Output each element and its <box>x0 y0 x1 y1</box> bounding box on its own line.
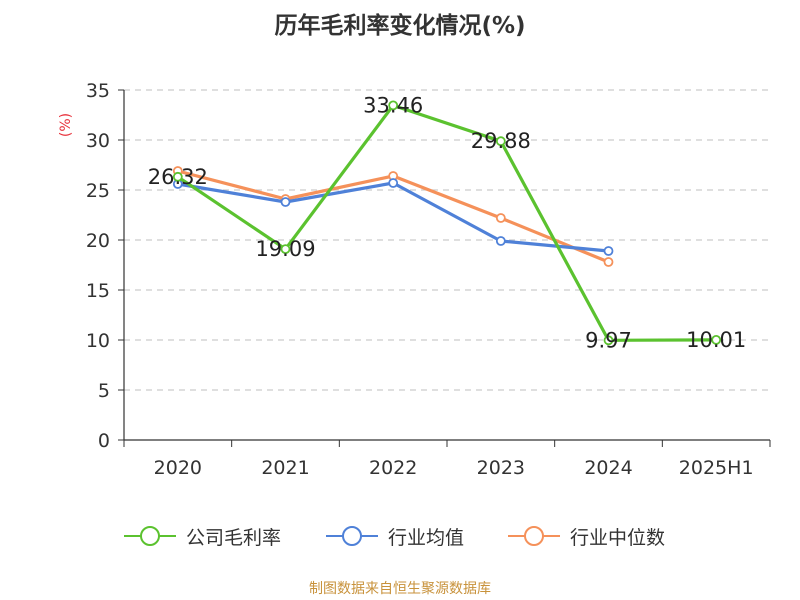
data-point <box>172 171 183 182</box>
chart-title: 历年毛利率变化情况(%) <box>274 13 526 39</box>
data-label: 29.88 <box>471 129 531 153</box>
y-tick-label: 25 <box>86 180 110 202</box>
x-tick-label: 2022 <box>369 457 417 479</box>
data-point <box>388 178 399 188</box>
data-label: 26.32 <box>148 165 208 189</box>
data-point <box>603 246 614 256</box>
data-point <box>495 236 506 246</box>
source-note: 制图数据来自恒生聚源数据库 <box>309 581 491 597</box>
legend-marker-icon <box>508 526 560 546</box>
data-label: 10.01 <box>686 328 746 352</box>
series-layer <box>172 100 722 346</box>
legend-item[interactable]: 公司毛利率 <box>122 522 281 550</box>
x-tick-label: 2021 <box>261 457 309 479</box>
data-point <box>280 244 291 255</box>
grid-lines <box>124 89 770 391</box>
data-labels: 26.32 19.09 33.46 29.88 9.97 10.01 <box>148 93 746 352</box>
data-point <box>280 197 291 207</box>
legend-marker-icon <box>124 526 176 546</box>
data-label: 33.46 <box>363 93 423 117</box>
x-tick-label: 2023 <box>477 457 525 479</box>
series-line <box>177 181 609 253</box>
legend-marker-icon <box>326 526 378 546</box>
legend-label: 行业中位数 <box>570 526 666 549</box>
legend-label: 行业均值 <box>388 526 465 549</box>
data-point <box>495 136 506 147</box>
legend-item[interactable]: 行业均值 <box>324 522 464 550</box>
x-tick-label: 2025H1 <box>679 457 754 479</box>
data-point <box>603 335 614 346</box>
legend-item[interactable]: 行业中位数 <box>506 522 665 550</box>
legend-label: 公司毛利率 <box>186 526 282 549</box>
data-point <box>711 334 722 345</box>
y-tick-label: 0 <box>98 430 110 452</box>
data-label: 19.09 <box>255 237 315 261</box>
y-tick-label: 35 <box>86 80 110 102</box>
y-tick-label: 20 <box>86 230 110 252</box>
y-tick-label: 5 <box>98 380 110 402</box>
data-label: 9.97 <box>585 328 632 352</box>
y-tick-label: 10 <box>86 330 110 352</box>
axes: 0 5 10 15 20 25 30 35 2020 2021 2022 2023 2024 2025H1 <box>86 80 771 479</box>
x-tick-label: 2024 <box>584 457 632 479</box>
y-tick-label: 30 <box>86 130 110 152</box>
data-point <box>603 257 614 267</box>
series-line <box>176 103 717 342</box>
data-point <box>495 213 506 223</box>
data-point <box>388 100 399 111</box>
x-tick-label: 2020 <box>154 457 202 479</box>
y-axis-label: (%) <box>58 113 74 137</box>
y-tick-label: 15 <box>86 280 110 302</box>
